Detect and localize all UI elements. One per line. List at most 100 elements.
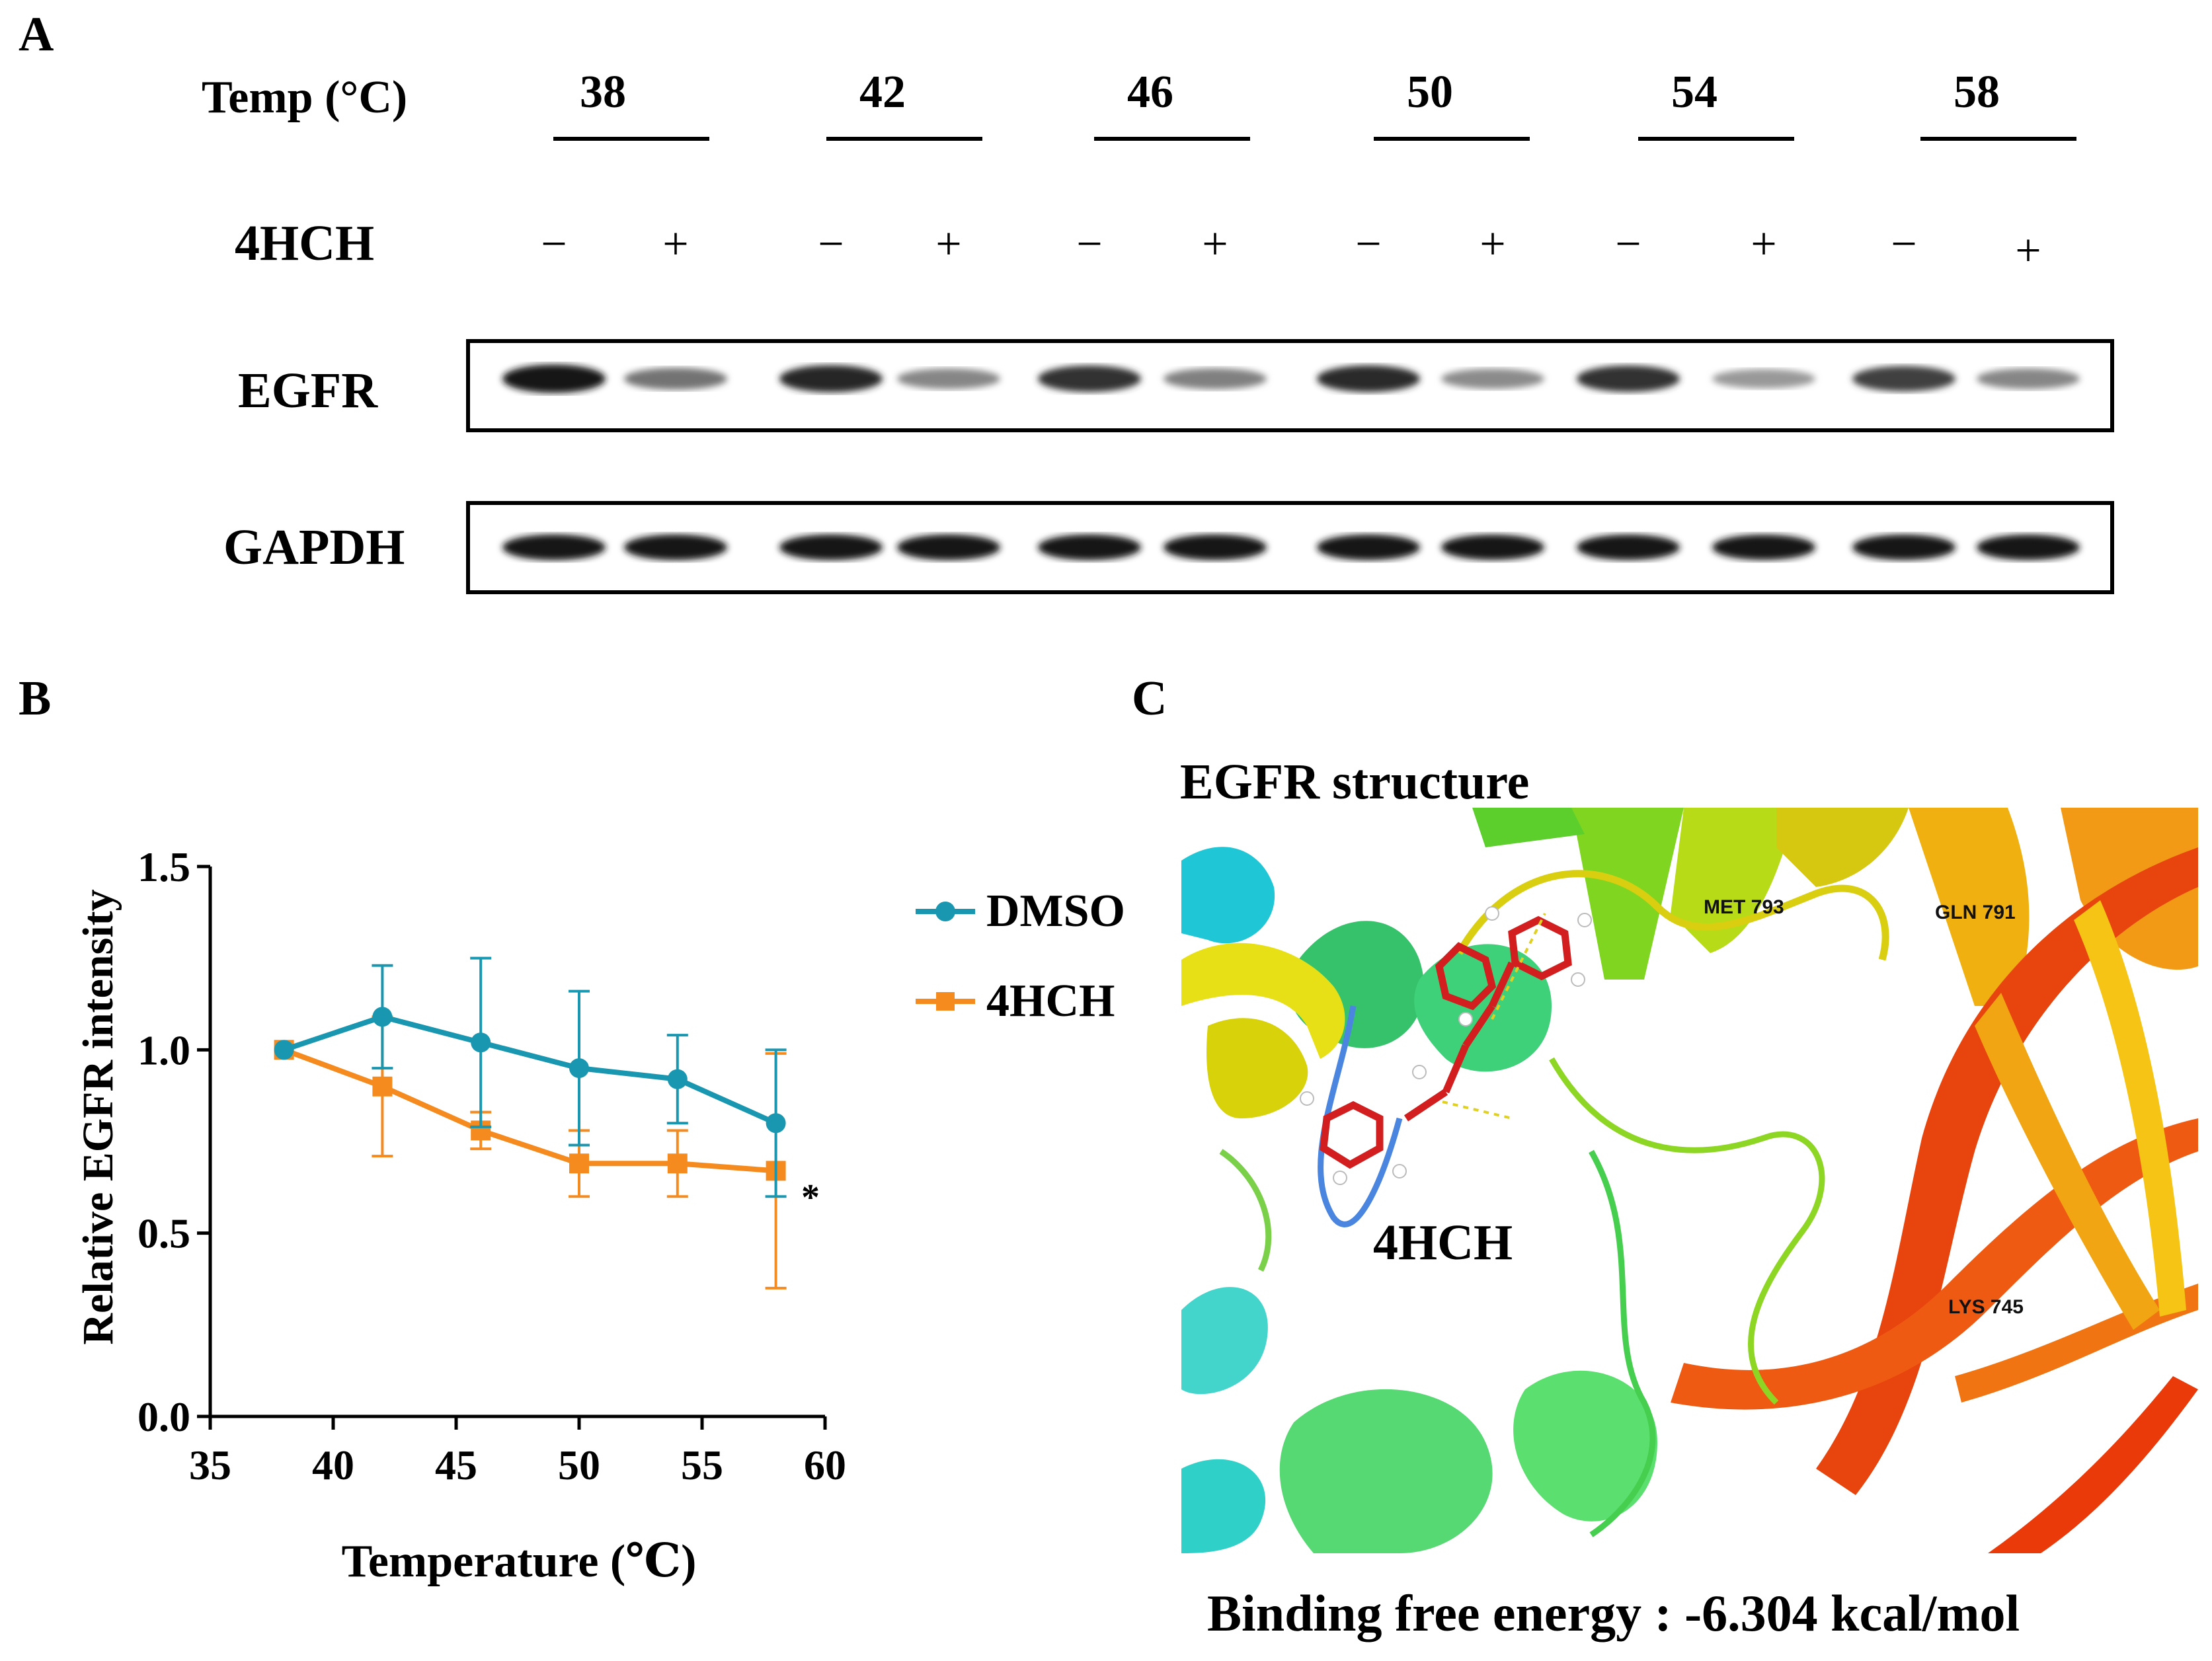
legend-dmso-label: DMSO [986,886,1125,937]
egfr-band [1712,369,1815,389]
sign-plus: + [935,219,962,270]
egfr-band [897,368,1000,389]
egfr-blot-label: EGFR [238,363,378,418]
gapdh-band [1577,534,1680,560]
gapdh-band [624,534,727,560]
temp-value-42: 42 [859,67,906,118]
y-axis-label: Relative EGFR intensity [74,889,122,1344]
temp-underline [826,137,982,141]
sign-minus: − [1615,219,1641,270]
gapdh-band [502,534,606,560]
sign-plus: + [662,219,689,270]
x-tick-label: 55 [681,1442,723,1488]
series-dmso [274,956,787,1198]
legend-4hch-swatch [916,992,975,1011]
y-tick-label: 1.5 [138,843,190,890]
4hch-point [569,1153,589,1174]
egfr-band [1977,368,2080,389]
chart-series [274,956,787,1290]
gapdh-band [1441,534,1544,560]
gapdh-band [1977,534,2080,560]
egfr-band [1577,365,1680,393]
gapdh-blot-label: GAPDH [223,520,405,575]
sign-minus: − [541,219,567,270]
x-tick-label: 60 [804,1442,846,1488]
gapdh-band [897,534,1000,560]
gapdh-blot [466,501,2114,594]
sign-plus: + [1480,219,1506,270]
temp-underline [1920,137,2076,141]
temp-underline [1638,137,1794,141]
binding-energy: Binding free energy : -6.304 kcal/mol [1207,1584,2020,1642]
egfr-band [624,367,727,390]
panel-c-letter: C [1132,672,1167,726]
egfr-band [779,365,883,393]
egfr-band [1317,365,1420,393]
egfr-band [1164,368,1267,389]
temp-value-38: 38 [580,67,626,118]
egfr-docking-render: MET 793 GLN 791 LYS 745 4HCH [1181,808,2198,1553]
sign-plus: + [1202,219,1228,270]
chart-legend: DMSO 4HCH [912,882,1130,1041]
residue-label-gln791: GLN 791 [1935,902,2016,923]
dmso-point [372,1007,393,1027]
sign-minus: − [1891,219,1917,270]
gapdh-band [1164,534,1267,560]
sign-minus: − [818,219,844,270]
egfr-bands [502,364,2080,393]
panel-b-letter: B [19,672,52,726]
temp-value-54: 54 [1671,67,1718,118]
gapdh-band [1038,534,1141,560]
residue-label-lys745: LYS 745 [1948,1296,2024,1318]
dmso-point [667,1069,688,1089]
temp-underline [553,137,709,141]
gapdh-band [1712,534,1815,560]
line-chart: 35 40 45 50 55 60 0.0 0.5 1.0 1.5 Relative EGFR i… [74,843,846,1587]
egfr-band [1441,368,1544,389]
egfr-blot [466,339,2114,432]
y-tick-label: 1.0 [138,1026,190,1073]
4hch-line [283,1047,776,1174]
residue-label-met793: MET 793 [1704,896,1784,918]
dmso-line [283,1014,777,1126]
legend-4hch-label: 4HCH [986,976,1115,1026]
panel-a-letter: A [19,7,54,61]
dmso-point [471,1032,491,1053]
temp-underline [1094,137,1250,141]
sign-plus: + [1751,219,1777,270]
x-tick-label: 45 [435,1442,477,1488]
x-tick-label: 50 [558,1442,600,1488]
gapdh-band [779,534,883,560]
temp-value-50: 50 [1407,67,1453,118]
gapdh-band [1852,534,1955,560]
x-tick-label: 40 [312,1442,354,1488]
sign-minus: − [1076,219,1103,270]
egfr-band [502,364,606,393]
sign-plus: + [2015,225,2041,276]
ligand-label: 4HCH [1373,1215,1513,1270]
x-tick-label: 35 [189,1442,231,1488]
egfr-band [1852,366,1955,392]
gapdh-bands [502,534,2080,560]
treatment-label: 4HCH [235,215,375,271]
y-tick-label: 0.0 [138,1393,190,1440]
y-tick-label: 0.5 [138,1210,190,1257]
dmso-point [569,1058,589,1079]
temp-value-46: 46 [1127,67,1173,118]
x-axis-label: Temperature (℃) [342,1536,697,1587]
dmso-point [274,1040,294,1060]
4hch-point [372,1076,393,1097]
egfr-band [1038,365,1141,393]
protein-structure-image: MET 793 GLN 791 LYS 745 [1181,808,2198,1553]
gapdh-band [1317,534,1420,560]
legend-dmso-swatch [916,902,975,921]
temp-label: Temp (°C) [202,72,408,123]
sign-minus: − [1355,219,1382,270]
temp-underline [1374,137,1530,141]
chart-axes: 35 40 45 50 55 60 0.0 0.5 1.0 1.5 [138,843,846,1488]
dmso-point [766,1113,786,1134]
significance-star: * [801,1177,820,1218]
structure-title: EGFR structure [1180,754,1530,810]
4hch-point [667,1153,688,1174]
temp-value-58: 58 [1954,67,2000,118]
